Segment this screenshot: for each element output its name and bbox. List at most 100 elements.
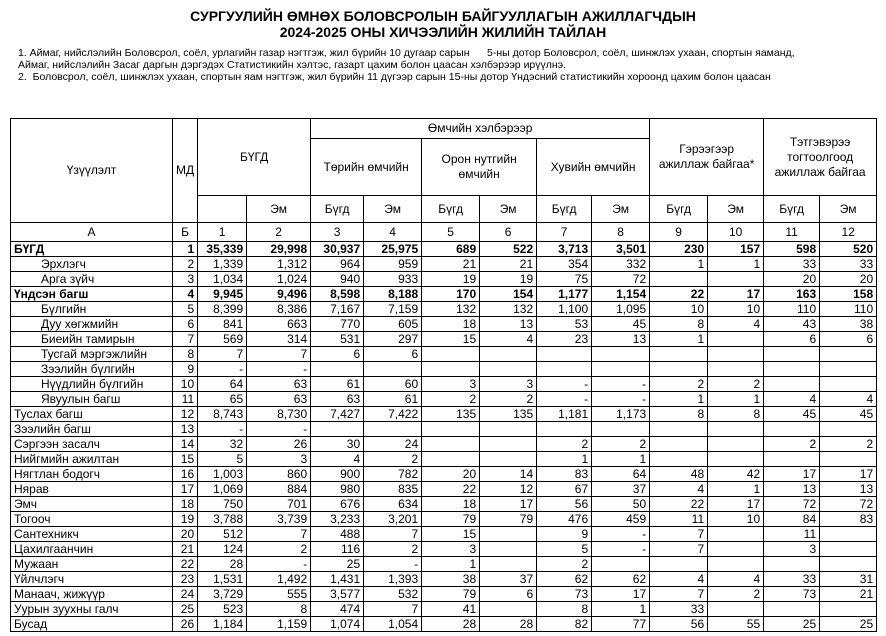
report-table: Үзүүлэлт МД БҮГД Өмчийн хэлбэрээр Гэрээгээр …: [10, 118, 878, 632]
cell: 63: [310, 391, 365, 407]
cell: 23: [536, 331, 593, 347]
cell: 959: [363, 256, 423, 272]
cell: 82: [536, 616, 593, 632]
cell: 73: [763, 586, 821, 602]
cell: 3,729: [197, 586, 248, 602]
header-cell: БҮГД: [197, 118, 312, 196]
row-label: Бусад: [10, 616, 173, 632]
cell: 14: [479, 466, 538, 482]
cell: 1: [591, 451, 651, 467]
title: СУРГУУЛИЙН ӨМНӨХ БОЛОВСРОЛЫН БАЙГУУЛЛАГЫ…: [0, 8, 886, 40]
cell: 157: [707, 241, 765, 257]
cell: 110: [763, 301, 821, 317]
cell: 21: [421, 256, 481, 272]
header-cell: Бүгд: [421, 195, 481, 223]
cell: 25: [310, 556, 365, 572]
cell: [479, 526, 538, 542]
cell: 22: [171, 556, 199, 572]
cell: 1,054: [363, 616, 423, 632]
header-cell: Эм: [591, 195, 651, 223]
cell: 124: [197, 541, 248, 557]
cell: 782: [363, 466, 423, 482]
cell: 26: [171, 616, 199, 632]
table-row: Эмч 18 750 701 676 634 18 17 56 50 22 17 72 72: [10, 496, 878, 512]
cell: 860: [246, 466, 312, 482]
cell: 16: [171, 466, 199, 482]
cell: 2: [649, 376, 709, 392]
cell: 4: [763, 391, 821, 407]
cell: 18: [421, 496, 481, 512]
cell: 19: [479, 271, 538, 287]
cell: 8: [171, 346, 199, 362]
header-cell: Хувийн өмчийн: [536, 138, 651, 196]
cell: 2: [536, 436, 593, 452]
cell: 8,188: [363, 286, 423, 302]
row-label: Зээлийн багш: [10, 421, 173, 437]
cell: [819, 451, 878, 467]
cell: [479, 361, 538, 377]
cell: 8: [536, 601, 593, 617]
cell: 10: [649, 301, 709, 317]
cell: 2: [246, 541, 312, 557]
cell: 5: [197, 451, 248, 467]
cell: -: [197, 421, 248, 437]
row-label: Тогооч: [10, 511, 173, 527]
cell: 18: [171, 496, 199, 512]
cell: 22: [649, 286, 709, 302]
cell: 900: [310, 466, 365, 482]
cell: 7: [363, 601, 423, 617]
table-row: Бусад 26 1,184 1,159 1,074 1,054 28 28 82 77 56 55 2…: [10, 616, 878, 632]
cell: 13: [479, 316, 538, 332]
cell: [421, 436, 481, 452]
cell: 25: [171, 601, 199, 617]
cell: 1,431: [310, 571, 365, 587]
row-label: Бүлгийн: [10, 301, 173, 317]
cell: 1,003: [197, 466, 248, 482]
cell: 33: [763, 571, 821, 587]
cell: 20: [421, 466, 481, 482]
cell: 6: [310, 346, 365, 362]
cell: 5: [536, 541, 593, 557]
index-cell: 11: [763, 222, 821, 242]
cell: 3: [421, 376, 481, 392]
cell: 28: [479, 616, 538, 632]
cell: 1: [171, 241, 199, 257]
cell: 62: [536, 571, 593, 587]
row-label: Үндсэн багш: [10, 286, 173, 302]
cell: 17: [707, 286, 765, 302]
header-cell: Бүгд: [763, 195, 821, 223]
cell: 48: [649, 466, 709, 482]
cell: 7: [171, 331, 199, 347]
cell: 1,177: [536, 286, 593, 302]
cell: 2: [536, 556, 593, 572]
cell: 7,167: [310, 301, 365, 317]
cell: 8: [246, 601, 312, 617]
cell: 28: [197, 556, 248, 572]
cell: 13: [171, 421, 199, 437]
row-label: Туслах багш: [10, 406, 173, 422]
cell: 154: [479, 286, 538, 302]
cell: [421, 421, 481, 437]
cell: 79: [479, 511, 538, 527]
cell: 1,184: [197, 616, 248, 632]
note: 1. Аймаг, нийслэлийн Боловсрол, соёл, ур…: [18, 47, 795, 59]
index-cell: 5: [421, 222, 481, 242]
cell: 17: [479, 496, 538, 512]
cell: [763, 361, 821, 377]
cell: 31: [819, 571, 878, 587]
header-cell: [197, 195, 248, 223]
cell: 10: [707, 511, 765, 527]
cell: [649, 421, 709, 437]
cell: -: [591, 376, 651, 392]
cell: 1,531: [197, 571, 248, 587]
cell: 7: [649, 541, 709, 557]
row-label: Үйлчлэгч: [10, 571, 173, 587]
cell: 63: [246, 391, 312, 407]
index-cell: 10: [707, 222, 765, 242]
cell: 5: [171, 301, 199, 317]
cell: -: [536, 391, 593, 407]
cell: -: [536, 376, 593, 392]
cell: 37: [479, 571, 538, 587]
title-line: 2024-2025 ОНЫ ХИЧЭЭЛИЙН ЖИЛИЙН ТАЙЛАН: [279, 24, 607, 40]
cell: [763, 451, 821, 467]
